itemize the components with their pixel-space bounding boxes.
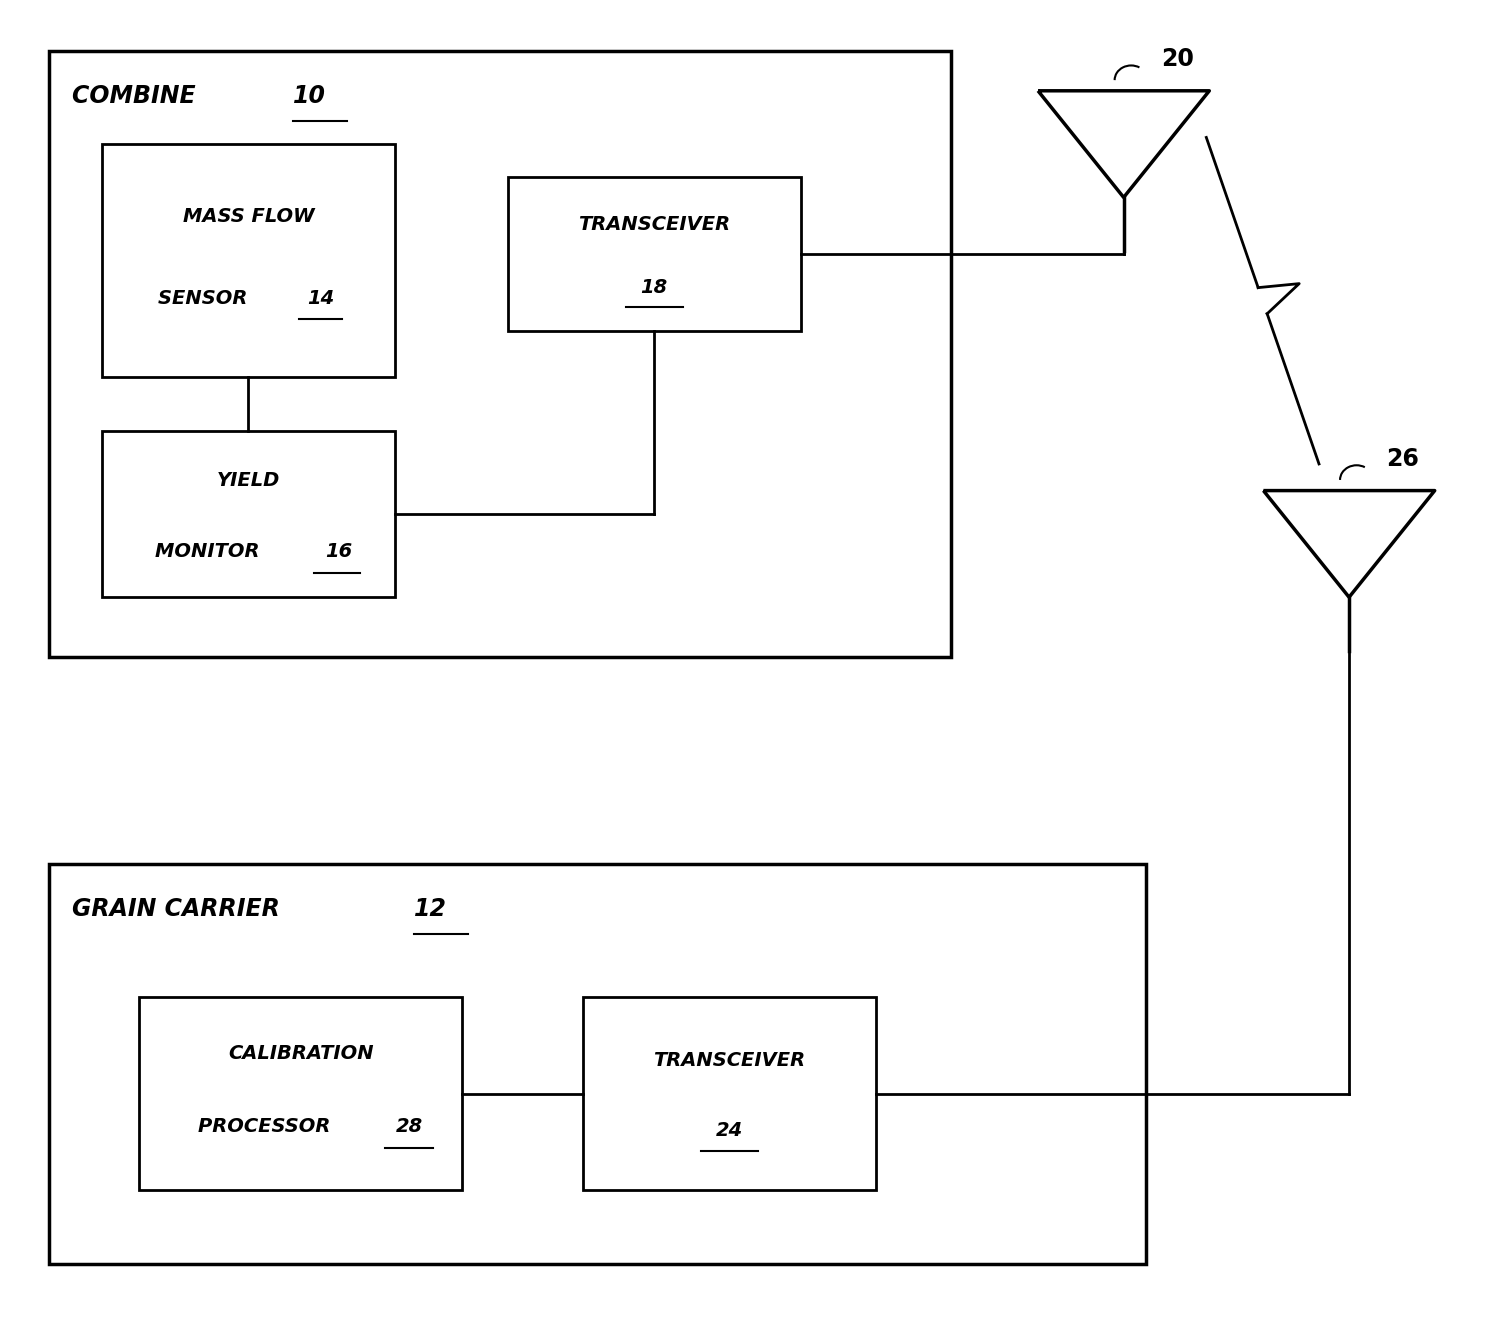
Text: 28: 28 [396, 1117, 423, 1136]
Text: 24: 24 [716, 1121, 743, 1140]
Text: 16: 16 [325, 542, 352, 561]
Text: MASS FLOW: MASS FLOW [183, 208, 314, 227]
Text: 10: 10 [293, 84, 326, 109]
Text: 20: 20 [1162, 47, 1194, 71]
Text: PROCESSOR: PROCESSOR [198, 1117, 337, 1136]
Text: 18: 18 [641, 278, 668, 296]
Bar [50, 51, 950, 657]
Bar [583, 996, 876, 1191]
Bar [101, 430, 394, 597]
Text: COMBINE: COMBINE [73, 84, 204, 109]
Text: MONITOR: MONITOR [156, 542, 266, 561]
Text: YIELD: YIELD [216, 471, 280, 489]
Bar [50, 864, 1147, 1263]
Text: CALIBRATION: CALIBRATION [228, 1045, 373, 1063]
Bar [139, 996, 462, 1191]
Text: TRANSCEIVER: TRANSCEIVER [653, 1051, 805, 1070]
Text: 14: 14 [307, 288, 334, 307]
Text: 12: 12 [414, 897, 447, 921]
Bar [508, 177, 801, 331]
Bar [101, 143, 394, 377]
Text: 26: 26 [1387, 447, 1419, 471]
Text: SENSOR: SENSOR [159, 288, 254, 307]
Text: GRAIN CARRIER: GRAIN CARRIER [73, 897, 289, 921]
Text: TRANSCEIVER: TRANSCEIVER [579, 215, 730, 235]
